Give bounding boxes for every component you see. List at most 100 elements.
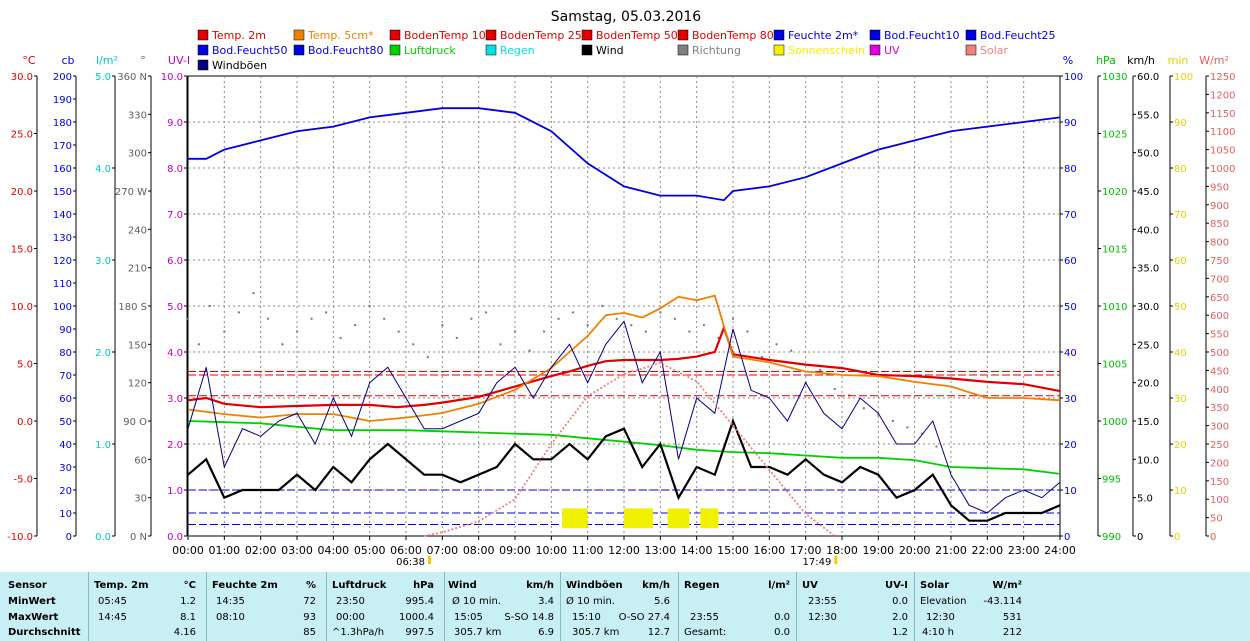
stats-unit: hPa bbox=[413, 580, 434, 591]
x-tick-label: 09:00 bbox=[499, 544, 531, 557]
legend-swatch bbox=[869, 29, 881, 41]
stats-value: -43.114 bbox=[983, 596, 1022, 607]
axis-tick-label: 5.0 bbox=[95, 72, 111, 83]
series bbox=[186, 107, 1061, 537]
axis-tick-label: -5.0 bbox=[13, 475, 33, 486]
x-tick-label: 02:00 bbox=[245, 544, 277, 557]
axis-tick-label: 200 bbox=[53, 72, 72, 83]
axis-tick-label: 110 bbox=[53, 279, 72, 290]
direction-point bbox=[571, 311, 575, 314]
stats-time: 23:50 bbox=[336, 596, 365, 607]
chart-title: Samstag, 05.03.2016 bbox=[551, 9, 702, 25]
axis-tick-label: 7.0 bbox=[167, 210, 183, 221]
axis-tick-label: 360 N bbox=[117, 72, 147, 83]
axis-tick-label: 40 bbox=[1174, 348, 1187, 359]
axis-tick-label: 6.0 bbox=[167, 256, 183, 267]
series-temp-2m bbox=[187, 324, 1061, 409]
axis-wind: km/h 0 5.0 10.0 15.0 20.0 25.0 30.0 35.0 40.0 45.0… bbox=[1127, 54, 1159, 543]
axis-tick-label: 250 bbox=[1210, 440, 1229, 451]
legend: Temp. 2m Temp. 5cm* BodenTemp 10 BodenTemp … bbox=[197, 29, 1056, 72]
axis-tick-label: 0.0 bbox=[95, 532, 111, 543]
axis-tick-label: 90 O bbox=[123, 417, 147, 428]
axis-tick-label: 170 bbox=[53, 141, 72, 152]
weather-chart: Samstag, 05.03.2016 Temp. 2m Temp. 5cm* Bo… bbox=[7, 9, 1235, 568]
direction-point bbox=[789, 349, 793, 352]
axis-tick-label: 240 bbox=[128, 225, 147, 236]
x-tick-label: 11:00 bbox=[572, 544, 604, 557]
stats-trend: ^1.3hPa/h bbox=[332, 627, 385, 638]
legend-label: BodenTemp 25 bbox=[500, 29, 582, 42]
x-tick-label: 15:00 bbox=[717, 544, 749, 557]
stats-header: Feuchte 2m bbox=[212, 580, 278, 591]
x-tick-label: 12:00 bbox=[608, 544, 640, 557]
axis-unit-label: ° bbox=[140, 54, 146, 67]
sunshine-bar bbox=[624, 508, 654, 528]
axis-tick-label: 995 bbox=[1102, 475, 1121, 486]
axis-tick-label: 0 bbox=[1174, 532, 1180, 543]
axis-tick-label: 800 bbox=[1210, 238, 1229, 249]
axis-tick-label: 25.0 bbox=[11, 130, 33, 141]
legend-label: Windböen bbox=[212, 59, 267, 72]
stats-value: 4.16 bbox=[173, 627, 196, 638]
stats-header: Wind bbox=[448, 580, 477, 591]
axis-temp: °C -10.0 -5.0 0.0 5.0 10.0 15.0 20.0 25.0 30.0 bbox=[7, 54, 38, 543]
axis-tick-label: 90 bbox=[1174, 118, 1187, 129]
stats-value: 0.0 bbox=[774, 627, 790, 638]
axis-tick-label: 650 bbox=[1210, 293, 1229, 304]
direction-point bbox=[673, 317, 677, 320]
axis-tick-label: 0.0 bbox=[17, 417, 33, 428]
axis-tick-label: 1250 bbox=[1210, 72, 1235, 83]
stats-value: 6.9 bbox=[538, 627, 554, 638]
stats-sensor: Sensor MinWert MaxWert Durchschnitt bbox=[8, 572, 88, 641]
axis-tick-label: 150 bbox=[1210, 477, 1229, 488]
stats-header: Luftdruck bbox=[332, 580, 387, 591]
axis-tick-label: 15.0 bbox=[11, 245, 33, 256]
axis-tick-label: 1200 bbox=[1210, 90, 1235, 101]
axis-tick-label: 10 bbox=[59, 509, 72, 520]
stats-label: Ø 10 min. bbox=[452, 596, 501, 607]
sunset-marker bbox=[834, 556, 838, 564]
axis-tick-label: 40.0 bbox=[1137, 225, 1159, 236]
direction-point bbox=[906, 426, 909, 429]
axis-tick-label: 40 bbox=[1064, 348, 1077, 359]
axis-tick-label: 1150 bbox=[1210, 109, 1235, 120]
axis-tick-label: 80 bbox=[1174, 164, 1187, 175]
divider bbox=[560, 572, 561, 641]
axis-tick-label: 4.0 bbox=[95, 164, 111, 175]
stats-value: 997.5 bbox=[405, 627, 434, 638]
axis-tick-label: 0.0 bbox=[167, 532, 183, 543]
direction-point bbox=[659, 311, 662, 314]
direction-point bbox=[339, 336, 342, 340]
legend-label: BodenTemp 10 bbox=[404, 29, 486, 42]
axis-tick-label: 150 bbox=[128, 340, 147, 351]
axis-tick-label: 100 bbox=[1210, 495, 1229, 506]
axis-unit-label: l/m² bbox=[96, 54, 118, 67]
stats-distance: 305.7 km bbox=[572, 627, 620, 638]
direction-point bbox=[528, 349, 531, 352]
stats-header: Windböen bbox=[566, 580, 623, 591]
axis-tick-label: 10.0 bbox=[1137, 455, 1159, 466]
axis-tick-label: 30 bbox=[1064, 394, 1077, 405]
axis-tick-label: 190 bbox=[53, 95, 72, 106]
series-wind bbox=[187, 417, 1061, 522]
axis-tick-label: 60 bbox=[134, 455, 147, 466]
axis-tick-label: 450 bbox=[1210, 366, 1229, 377]
x-tick-label: 10:00 bbox=[535, 544, 567, 557]
axis-tick-label: 1030 bbox=[1102, 72, 1127, 83]
axis-tick-label: 0 bbox=[1210, 532, 1216, 543]
stats-unit: W/m² bbox=[992, 580, 1022, 591]
axis-tick-label: 3.0 bbox=[167, 394, 183, 405]
axis-cb: cb 0 10 20 30 40 50 60 70 80 90 100 110 120 130 140 150 1… bbox=[53, 54, 77, 543]
stats-time: 08:10 bbox=[216, 612, 245, 623]
stats-time: 23:55 bbox=[808, 596, 837, 607]
axis-unit-label: % bbox=[1063, 54, 1073, 67]
axis-tick-label: 1005 bbox=[1102, 360, 1127, 371]
divider bbox=[326, 572, 327, 641]
stats-duration: 4:10 h bbox=[922, 627, 954, 638]
divider bbox=[914, 572, 915, 641]
axis-tick-label: 140 bbox=[53, 210, 72, 221]
stats-value: S-SO 14.8 bbox=[504, 612, 554, 623]
stats-time: 12:30 bbox=[926, 612, 955, 623]
legend-swatch bbox=[293, 29, 305, 41]
legend-label: Bod.Feucht10 bbox=[884, 29, 960, 42]
